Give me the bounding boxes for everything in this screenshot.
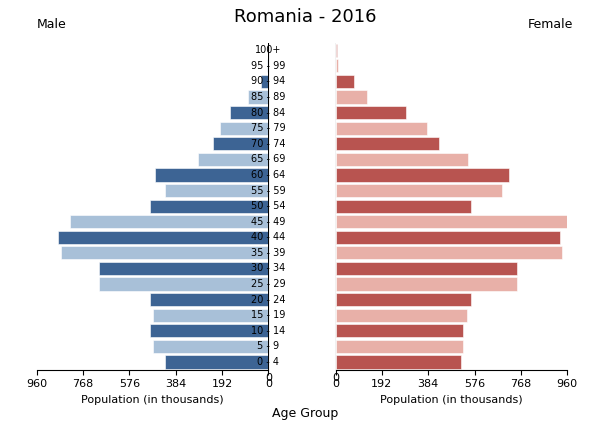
Text: Romania - 2016: Romania - 2016 [234,8,376,25]
Bar [70,215,268,228]
Bar [150,199,268,213]
Bar [336,246,562,260]
Bar [213,137,268,150]
Bar [152,340,268,353]
Bar [150,324,268,337]
Bar [99,262,268,275]
Bar [220,122,268,135]
Bar [165,355,268,368]
Text: Age Group: Age Group [272,406,338,419]
Text: Male: Male [37,17,66,31]
Bar [336,309,467,322]
Bar [336,137,439,150]
Bar [261,75,268,88]
Bar [59,231,268,244]
X-axis label: Population (in thousands): Population (in thousands) [380,395,523,405]
Bar [336,278,517,291]
Bar [336,59,338,73]
Bar [150,293,268,306]
Bar [336,122,427,135]
Text: Female: Female [528,17,573,31]
Text: 0: 0 [332,373,339,383]
Bar [336,184,502,197]
X-axis label: 0: 0 [298,375,306,385]
Bar [336,262,517,275]
Bar [336,340,464,353]
Bar [61,246,268,260]
Bar [336,199,471,213]
Bar [336,106,406,119]
Bar [198,153,268,166]
Bar [336,215,567,228]
Bar [230,106,268,119]
Text: 0: 0 [265,373,272,383]
Bar [336,293,471,306]
Bar [336,91,367,104]
Bar [152,309,268,322]
Bar [336,231,560,244]
Bar [248,91,268,104]
Bar [155,168,268,181]
Bar [165,184,268,197]
X-axis label: Population (in thousands): Population (in thousands) [81,395,224,405]
Bar [336,153,468,166]
Bar [336,324,464,337]
Bar [267,59,268,73]
Bar [336,355,461,368]
Bar [336,75,354,88]
Bar [99,278,268,291]
Bar [336,44,337,57]
Bar [336,168,509,181]
